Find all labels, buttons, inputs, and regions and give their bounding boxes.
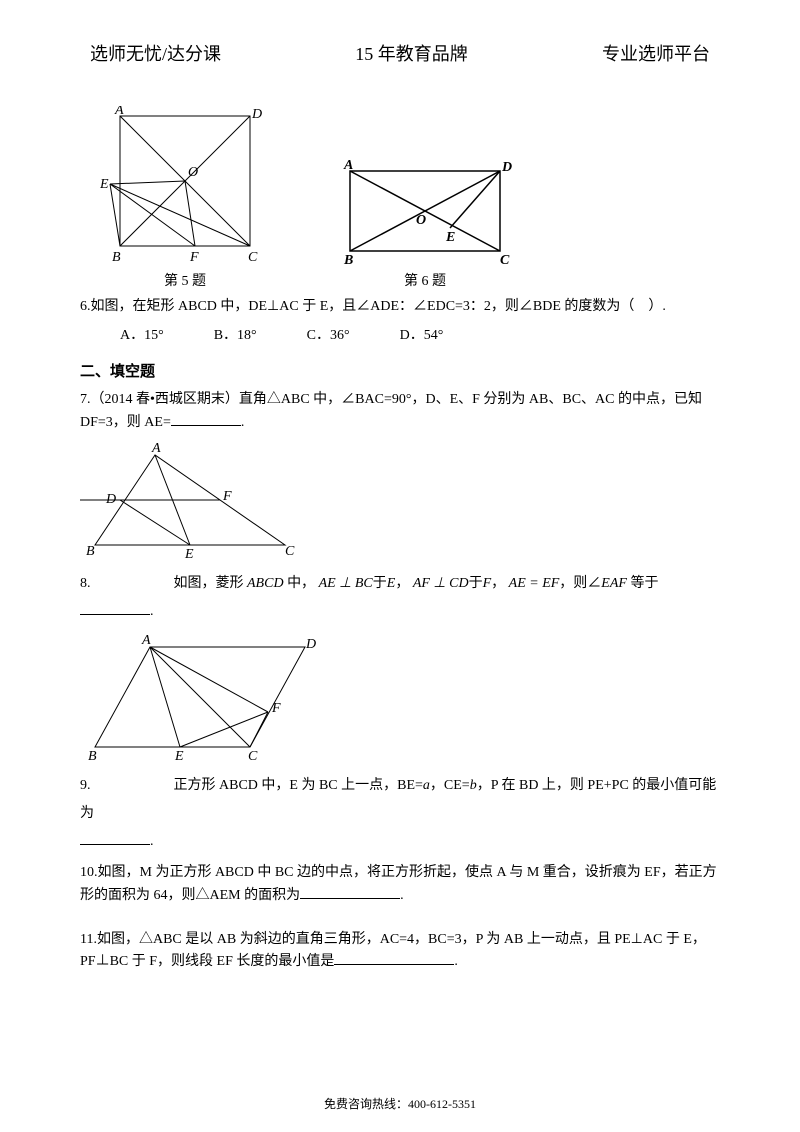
figures-row: A D B C E F O 第 5 题 [80,106,720,290]
q8-m1: AE ⊥ BC [319,576,373,591]
choice-D: D．54° [400,324,444,344]
figure-7: A B C D F E [80,440,720,560]
label-D: D [251,107,262,122]
header-center: 15 年教育品牌 [355,40,468,66]
question-6: 6.如图，在矩形 ABCD 中，DE⊥AC 于 E，且∠ADE：∠EDC=3：2… [80,296,720,318]
figure-5: A D B C E F O 第 5 题 [100,106,270,290]
label-C: C [285,544,295,559]
section-2-heading: 二、填空题 [80,360,720,381]
q9-a: a [423,778,430,793]
question-11: 11.如图，△ABC 是以 AB 为斜边的直角三角形，AC=4，BC=3，P 为… [80,929,720,974]
q9-lead: 9. [80,772,170,800]
question-6-choices: A．15° B．18° C．36° D．54° [80,324,720,344]
header-left: 选师无忧/达分课 [90,40,221,66]
label-E: E [174,749,184,762]
choice-A: A．15° [120,324,164,344]
blank-7 [171,412,241,426]
question-7-dot: . [241,415,245,430]
q8-t-a: 如图，菱形 [174,576,248,591]
label-F: F [189,250,199,265]
q8-mF: F [483,576,492,591]
figure-8: A D B C E F [80,632,720,762]
label-O: O [416,213,426,228]
question-10: 10.如图，M 为正方形 ABCD 中 BC 边的中点，将正方形折起，使点 A … [80,862,720,907]
q9-b: b [470,778,477,793]
label-E: E [100,177,109,192]
q9-t2: ，CE= [430,778,470,793]
label-A: A [151,441,161,456]
q11-dot: . [454,954,458,969]
label-C: C [500,253,510,266]
question-9: 9. 正方形 ABCD 中，E 为 BC 上一点，BE=a，CE=b，P 在 B… [80,772,720,856]
figure-5-svg: A D B C E F O [100,106,270,266]
label-B: B [343,253,353,266]
label-A: A [114,106,124,118]
q8-mEAF: EAF [601,576,627,591]
label-D: D [501,160,512,175]
q8-t2: 于 [469,576,483,591]
question-8: 8. 如图，菱形 ABCD 中， AE ⊥ BC于E， AF ⊥ CD于F， A… [80,570,720,626]
q9-dot: . [150,834,154,849]
label-B: B [88,749,97,762]
figure-6: A D B C O E 第 6 题 [330,156,520,290]
question-6-text: 6.如图，在矩形 ABCD 中，DE⊥AC 于 E，且∠ADE：∠EDC=3：2… [80,299,666,314]
blank-11 [334,951,454,965]
q8-m2: AF ⊥ CD [413,576,469,591]
figure-5-caption: 第 5 题 [100,270,270,290]
label-F: F [271,701,281,716]
label-F: F [222,489,232,504]
label-O: O [188,165,198,180]
header-right: 专业选师平台 [602,40,710,66]
choice-B: B．18° [214,324,257,344]
q8-abcd: ABCD [247,576,284,591]
blank-10 [300,885,400,899]
q8-c1: ， [395,576,409,591]
label-A: A [343,158,353,173]
label-A: A [141,633,151,648]
label-D: D [305,637,316,652]
figure-6-caption: 第 6 题 [330,270,520,290]
label-C: C [248,749,258,762]
label-C: C [248,250,258,265]
q8-t1: 于 [373,576,387,591]
label-E: E [445,230,455,245]
q8-dot: . [150,604,154,619]
q9-t1: 正方形 ABCD 中，E 为 BC 上一点，BE= [174,778,423,793]
q10-dot: . [400,888,404,903]
q8-t4: 等于 [627,576,659,591]
figure-6-svg: A D B C O E [330,156,520,266]
label-D: D [105,492,116,507]
page-header: 选师无忧/达分课 15 年教育品牌 专业选师平台 [80,40,720,66]
label-B: B [86,544,95,559]
q8-t3: ，则∠ [559,576,601,591]
figure-8-svg: A D B C E F [80,632,320,762]
q8-lead: 8. [80,570,170,598]
label-E: E [184,547,194,560]
label-B: B [112,250,121,265]
q8-t-b: 中， [284,576,316,591]
figure-7-svg: A B C D F E [80,440,300,560]
blank-9 [80,831,150,845]
question-7: 7.（2014 春•西城区期末）直角△ABC 中，∠BAC=90°，D、E、F … [80,389,720,434]
page-footer: 免费咨询热线：400-612-5351 [0,1095,800,1112]
q8-c2: ， [491,576,505,591]
choice-C: C．36° [307,324,350,344]
q8-m3: AE = EF [509,576,560,591]
blank-8 [80,601,150,615]
